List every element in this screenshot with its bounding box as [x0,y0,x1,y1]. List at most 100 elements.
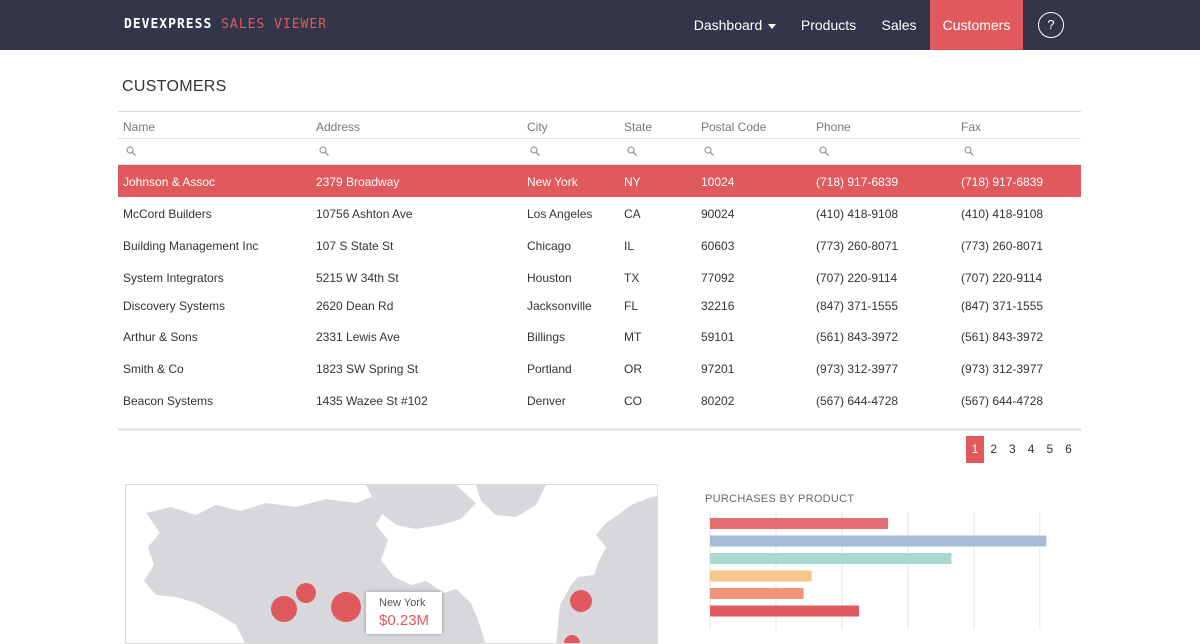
header-col-phone[interactable]: Phone [816,120,851,134]
filter-search-icon[interactable] [627,146,637,156]
cell-city: Houston [527,271,572,285]
cell-name: Beacon Systems [123,394,214,408]
brand-logo[interactable]: DEVEXPRESS SALES VIEWER [124,17,327,32]
bubble-london[interactable] [570,590,592,612]
cell-city: Billings [527,330,566,344]
europe-shape [556,495,657,643]
header-col-postal-code[interactable]: Postal Code [701,120,767,134]
header-col-state[interactable]: State [624,120,653,134]
cell-phone: (561) 843-3972 [816,330,899,344]
page-button-4[interactable]: 4 [1027,442,1035,456]
cell-city: New York [527,175,578,189]
page-button-2[interactable]: 2 [990,442,998,456]
cell-fax: (773) 260-8071 [961,239,1044,253]
customers-grid: Name Address City State Postal Code Phone Fax … [118,111,1081,415]
chart-bar-6[interactable] [710,605,860,617]
cell-fax: (561) 843-3972 [961,330,1044,344]
page-title: CUSTOMERS [122,78,227,95]
cell-city: Los Angeles [527,207,593,221]
bubble-chicago[interactable] [296,583,316,603]
page-button-3[interactable]: 3 [1009,442,1016,456]
cell-phone: (410) 418-9108 [816,207,899,221]
brand-secondary: SALES VIEWER [221,17,328,32]
filter-search-icon[interactable] [126,146,136,156]
cell-address: 2331 Lewis Ave [316,330,400,344]
grid-filter-row [118,139,1081,165]
cell-name: System Integrators [123,271,224,285]
arctic-islands-shape [366,485,476,529]
cell-address: 5215 W 34th St [316,271,399,285]
header-col-fax[interactable]: Fax [961,120,982,134]
map-tooltip: New York $0.23M [366,592,442,634]
cell-fax: (847) 371-1555 [961,299,1044,313]
cell-postal-code: 32216 [701,299,735,313]
cell-state: MT [624,330,642,344]
cell-postal-code: 77092 [701,271,735,285]
cell-city: Jacksonville [527,299,592,313]
chart-bar-4[interactable] [710,570,812,582]
filter-search-icon[interactable] [704,146,714,156]
cell-name: Johnson & Assoc [123,175,216,189]
bubble-los-angeles[interactable] [271,596,297,622]
cell-postal-code: 10024 [701,175,735,189]
cell-phone: (718) 917-6839 [816,175,899,189]
cell-state: CA [624,207,641,221]
table-row[interactable]: Discovery Systems 2620 Dean Rd Jacksonvill… [118,289,1081,320]
page-button-1[interactable]: 1 [966,436,984,463]
cell-state: IL [624,239,635,253]
cell-postal-code: 97201 [701,362,735,376]
filter-search-icon[interactable] [819,146,829,156]
nav-customers-label: Customers [942,17,1011,33]
help-button[interactable]: ? [1038,12,1064,38]
page-button-5[interactable]: 5 [1046,442,1054,456]
table-row[interactable]: Building Management Inc 107 S State St Chi… [118,229,1081,261]
cell-state: NY [624,175,641,189]
filter-search-icon[interactable] [530,146,540,156]
cell-address: 2379 Broadway [316,175,400,189]
chart-bar-3[interactable] [710,553,952,564]
cell-name: Arthur & Sons [123,330,198,344]
cell-address: 107 S State St [316,239,394,253]
bubble-new-york[interactable] [331,592,361,622]
cell-name: Smith & Co [123,362,184,376]
nav-dashboard-label: Dashboard [693,17,763,33]
tooltip-city: New York [379,597,426,609]
chart-bar-1[interactable] [710,518,889,529]
cell-fax: (718) 917-6839 [961,175,1044,189]
nav-sales[interactable]: Sales [870,0,928,50]
chart-title: PURCHASES BY PRODUCT [705,493,855,505]
top-navbar: DEVEXPRESS SALES VIEWER Dashboard Produc… [0,0,1200,50]
cell-name: Building Management Inc [123,239,259,253]
cell-address: 10756 Ashton Ave [316,207,413,221]
header-col-city[interactable]: City [527,120,548,134]
cell-fax: (410) 418-9108 [961,207,1044,221]
caret-down-icon [768,23,777,29]
nav-customers[interactable]: Customers [930,0,1023,50]
cell-fax: (567) 644-4728 [961,394,1044,408]
hudson-island-shape [326,519,356,545]
nav-dashboard[interactable]: Dashboard [683,0,787,50]
nav-products[interactable]: Products [790,0,867,50]
filter-search-icon[interactable] [964,146,974,156]
cell-phone: (973) 312-3977 [816,362,899,376]
table-row[interactable]: Johnson & Assoc 2379 Broadway New York NY 10… [118,165,1081,197]
table-row[interactable]: McCord Builders 10756 Ashton Ave Los Angel… [118,197,1081,229]
cell-phone: (707) 220-9114 [816,271,898,285]
header-col-name[interactable]: Name [123,120,156,134]
purchases-bar-chart [709,512,1047,630]
chart-bar-2[interactable] [710,535,1047,547]
header-col-address[interactable]: Address [316,120,361,134]
cell-state: OR [624,362,642,376]
cell-city: Portland [527,362,572,376]
cell-state: CO [624,394,642,408]
table-row[interactable]: Beacon Systems 1435 Wazee St #102 Denver CO… [118,384,1081,415]
table-row[interactable]: Smith & Co 1823 SW Spring St Portland OR 972… [118,352,1081,384]
grid-header-row: Name Address City State Postal Code Phone Fax [118,111,1081,139]
page-button-6[interactable]: 6 [1065,442,1072,456]
table-row[interactable]: Arthur & Sons 2331 Lewis Ave Billings MT 591… [118,320,1081,352]
filter-search-icon[interactable] [319,146,329,156]
chart-bar-5[interactable] [710,588,804,599]
cell-state: FL [624,299,639,313]
grid-bottom-border [118,428,1081,431]
table-row[interactable]: System Integrators 5215 W 34th St Houston T… [118,261,1081,289]
